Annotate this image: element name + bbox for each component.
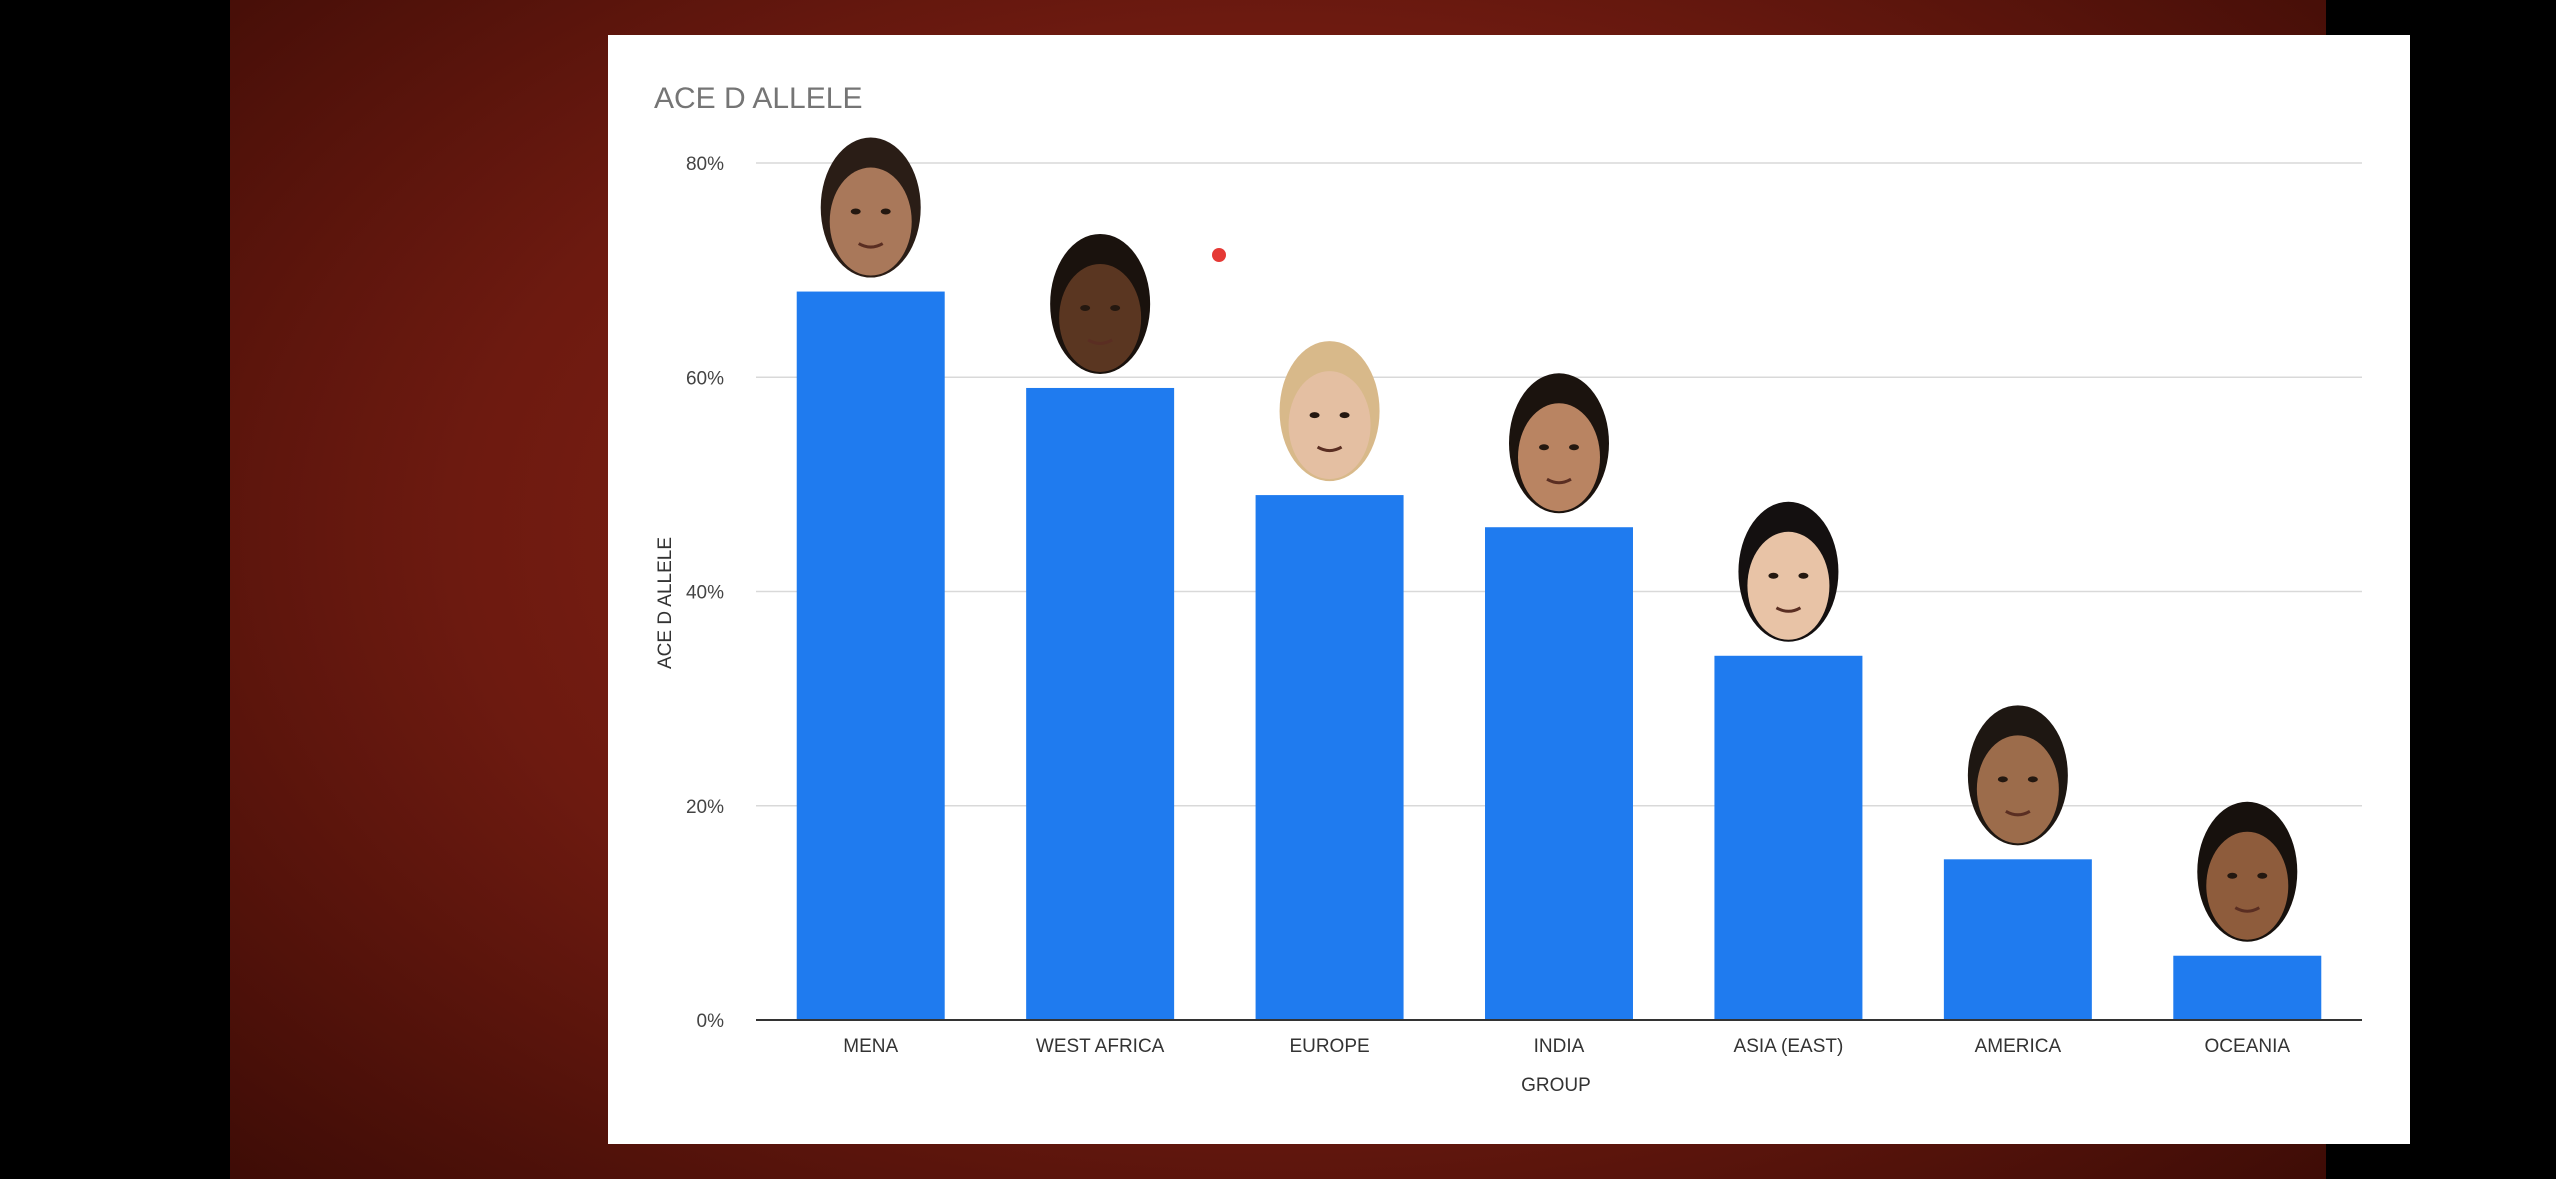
face-skin (1976, 735, 2059, 844)
x-tick-label: EUROPE (1289, 1036, 1369, 1057)
face-mouth (857, 242, 884, 249)
bar-america (1943, 859, 2092, 1020)
x-tick-label: WEST AFRICA (1036, 1036, 1165, 1057)
y-tick-label: 40% (686, 583, 724, 604)
x-axis-title: GROUP (1521, 1075, 1591, 1096)
bar-asia-east (1714, 655, 1863, 1020)
faces (820, 137, 2298, 942)
bar-west-africa (1026, 387, 1175, 1020)
y-tick-label: 20% (686, 797, 724, 818)
bar-chart: ACE D ALLELE 0% 20% 40% 60% 80% MENA WEST AFR… (654, 82, 2362, 1096)
face-eye (1339, 412, 1350, 419)
face-eye (1768, 572, 1779, 579)
face-mouth (1546, 477, 1572, 485)
face-skin (2206, 831, 2289, 940)
face-eye (2227, 872, 2238, 879)
face-skin (829, 167, 912, 276)
face-mouth (1775, 606, 1802, 613)
face-icon (820, 137, 921, 278)
face-icon (2197, 801, 2298, 942)
x-tick-label: MENA (843, 1036, 898, 1057)
face-eye (850, 208, 861, 215)
face-mouth (2234, 906, 2261, 913)
face-eye (2257, 872, 2268, 879)
x-axis-categories: MENA WEST AFRICA EUROPE INDIA ASIA (EAST) AME… (843, 1036, 2290, 1057)
face-eye (1309, 412, 1320, 419)
x-tick-label: AMERICA (1975, 1036, 2062, 1057)
bar-mena (796, 291, 945, 1020)
face-eye (1569, 444, 1579, 451)
y-axis-ticks: 0% 20% 40% 60% 80% (686, 154, 724, 1032)
y-axis-title: ACE D ALLELE (655, 537, 676, 669)
chart-slide: ACE D ALLELE 0% 20% 40% 60% 80% MENA WEST AFR… (608, 35, 2410, 1144)
face-mouth (2005, 809, 2031, 817)
x-tick-label: ASIA (EAST) (1734, 1036, 1844, 1057)
face-skin (1747, 531, 1830, 640)
face-eye (1539, 444, 1549, 451)
face-eye (1997, 776, 2008, 783)
face-mouth (1316, 445, 1343, 453)
face-icon (1050, 233, 1151, 374)
slide-background: ACE D ALLELE 0% 20% 40% 60% 80% MENA WEST AFR… (230, 0, 2410, 1179)
bars (796, 291, 2322, 1020)
face-eye (2027, 776, 2038, 783)
red-dot-marker (1212, 248, 1226, 262)
bar-oceania (2173, 955, 2322, 1020)
bar-europe (1255, 495, 1404, 1020)
bar-india (1485, 527, 1633, 1020)
face-eye (1798, 572, 1809, 579)
face-skin (1518, 403, 1600, 512)
face-icon (1738, 501, 1839, 642)
chart-title: ACE D ALLELE (654, 82, 862, 115)
y-tick-label: 80% (686, 154, 724, 175)
face-eye (880, 208, 891, 215)
face-skin (1288, 371, 1371, 480)
face-icon (1279, 341, 1380, 482)
y-tick-label: 60% (686, 368, 724, 389)
x-tick-label: OCEANIA (2205, 1036, 2291, 1057)
face-icon (1509, 373, 1609, 514)
y-tick-label: 0% (697, 1011, 725, 1032)
face-icon (1967, 705, 2068, 846)
face-skin (1059, 263, 1142, 372)
x-tick-label: INDIA (1534, 1036, 1585, 1057)
face-eye (1080, 304, 1091, 311)
face-mouth (1087, 338, 1113, 345)
face-eye (1110, 304, 1121, 311)
